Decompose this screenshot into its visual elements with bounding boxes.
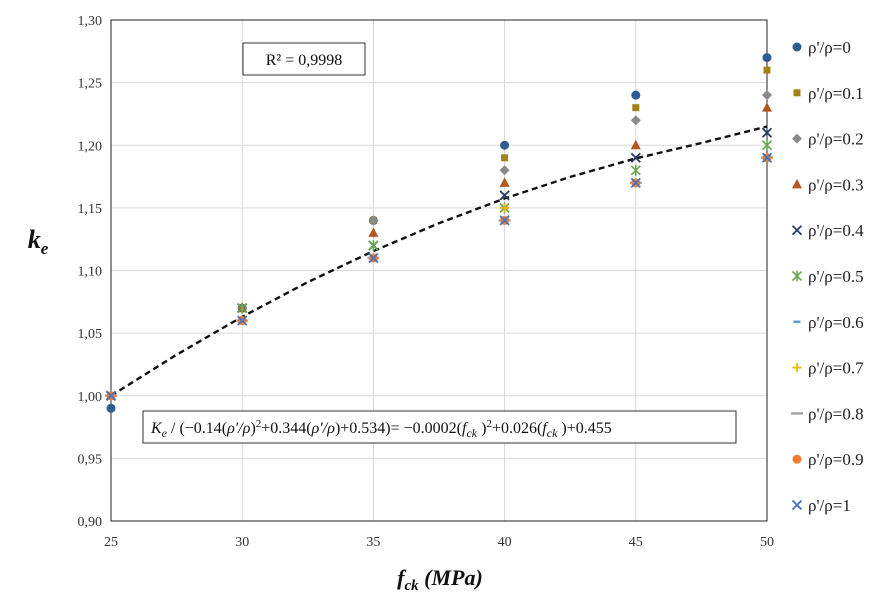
r-squared-box: R² = 0,9998: [242, 42, 366, 76]
legend-marker: [791, 225, 803, 236]
legend-item: ρ'/ρ=1: [791, 496, 851, 515]
legend-item: ρ'/ρ=0.9: [792, 450, 864, 469]
legend-marker: [792, 454, 802, 464]
y-tick-label: 1,20: [78, 139, 103, 154]
data-point: [237, 315, 248, 326]
x-tick-labels: 25 30 35 40 45 50: [104, 535, 774, 550]
data-point: [631, 90, 641, 100]
legend-item: ρ'/ρ=0: [792, 38, 851, 57]
legend-label: ρ'/ρ=0.5: [808, 267, 864, 286]
legend-label: ρ'/ρ=0.2: [808, 130, 864, 149]
y-axis-label: ke: [28, 225, 49, 258]
plot-area-frame: [110, 19, 768, 522]
data-point: [237, 302, 248, 314]
trendline-path: [110, 125, 768, 397]
y-tick-label: 1,25: [78, 77, 103, 92]
data-point: [499, 165, 510, 176]
data-point: [500, 140, 510, 150]
legend: ρ'/ρ=0 ρ'/ρ=0.1 ρ'/ρ=0.2 ρ'/ρ=0.3 ρ'/ρ=0.4 ρ'…: [791, 38, 864, 515]
x-tick-label: 30: [235, 535, 249, 550]
data-point: [368, 215, 379, 226]
data-point: [763, 66, 771, 74]
data-point: [762, 90, 772, 101]
data-point: [106, 403, 116, 413]
data-point: [500, 203, 510, 213]
data-point: [368, 239, 379, 251]
legend-marker: [792, 42, 802, 52]
y-tick-label: 1,00: [78, 390, 103, 405]
legend-marker: [791, 499, 803, 511]
legend-item: ρ'/ρ=0.8: [791, 404, 864, 423]
data-point: [761, 152, 773, 163]
y-tick-label: 0,95: [78, 452, 103, 467]
legend-label: ρ'/ρ=0.1: [808, 84, 864, 103]
legend-label: ρ'/ρ=0.3: [808, 175, 864, 194]
data-point: [499, 177, 510, 187]
legend-label: ρ'/ρ=0.9: [808, 450, 864, 469]
legend-marker: [792, 178, 802, 189]
data-point: [499, 215, 510, 226]
data-point: [762, 53, 772, 63]
data-point: [501, 154, 509, 162]
legend-marker: [792, 133, 802, 144]
legend-item: ρ'/ρ=0.4: [791, 221, 864, 240]
legend-label: ρ'/ρ=0.4: [808, 221, 864, 240]
y-tick-label: 1,10: [78, 265, 103, 280]
y-tick-label: 1,30: [78, 14, 103, 29]
trendline: [110, 125, 768, 397]
data-points: [105, 53, 773, 413]
y-tick-label: 1,05: [78, 327, 103, 342]
legend-item: ρ'/ρ=0.5: [791, 267, 864, 286]
x-tick-label: 35: [366, 535, 380, 550]
x-axis-label: fck (MPa): [397, 565, 483, 594]
x-tick-label: 40: [498, 535, 512, 550]
legend-label: ρ'/ρ=0.6: [808, 313, 864, 332]
legend-marker: [791, 270, 803, 282]
data-point: [762, 102, 772, 112]
data-point: [630, 177, 641, 188]
legend-marker: [793, 89, 801, 97]
data-point: [632, 104, 640, 112]
x-tick-label: 25: [104, 535, 118, 550]
legend-label: ρ'/ρ=0.8: [808, 404, 864, 423]
legend-item: ρ'/ρ=0.1: [793, 84, 864, 103]
x-tick-label: 45: [629, 535, 643, 550]
legend-label: ρ'/ρ=0: [808, 38, 851, 57]
legend-marker: [792, 363, 802, 373]
data-point: [630, 115, 641, 126]
legend-item: ρ'/ρ=0.6: [793, 313, 864, 332]
legend-label: ρ'/ρ=1: [808, 496, 851, 515]
r-squared-text: R² = 0,9998: [266, 52, 343, 69]
data-point: [761, 127, 773, 138]
data-point: [105, 390, 117, 401]
y-tick-label: 0,90: [78, 515, 103, 530]
data-point: [630, 139, 641, 150]
x-tick-label: 50: [760, 535, 774, 550]
legend-item: ρ'/ρ=0.3: [792, 175, 864, 194]
y-tick-labels: 0,90 0,95 1,00 1,05 1,10 1,15 1,20 1,25 1,30: [78, 14, 103, 530]
legend-label: ρ'/ρ=0.7: [808, 359, 864, 378]
legend-item: ρ'/ρ=0.2: [792, 130, 864, 149]
y-tick-label: 1,15: [78, 202, 103, 217]
equation-box: Ke​ / (−0.14(ρ′/ρ)2​+0.344(ρ′/ρ)+0.534)=…: [142, 410, 737, 444]
data-point: [499, 190, 510, 201]
data-point: [761, 139, 773, 151]
data-point: [368, 252, 379, 264]
equation-text: Ke​ / (−0.14(ρ′/ρ)2​+0.344(ρ′/ρ)+0.534)=…: [150, 418, 612, 440]
data-point: [630, 152, 641, 163]
data-point: [630, 164, 641, 176]
data-point: [368, 227, 379, 237]
legend-item: ρ'/ρ=0.7: [792, 359, 864, 378]
